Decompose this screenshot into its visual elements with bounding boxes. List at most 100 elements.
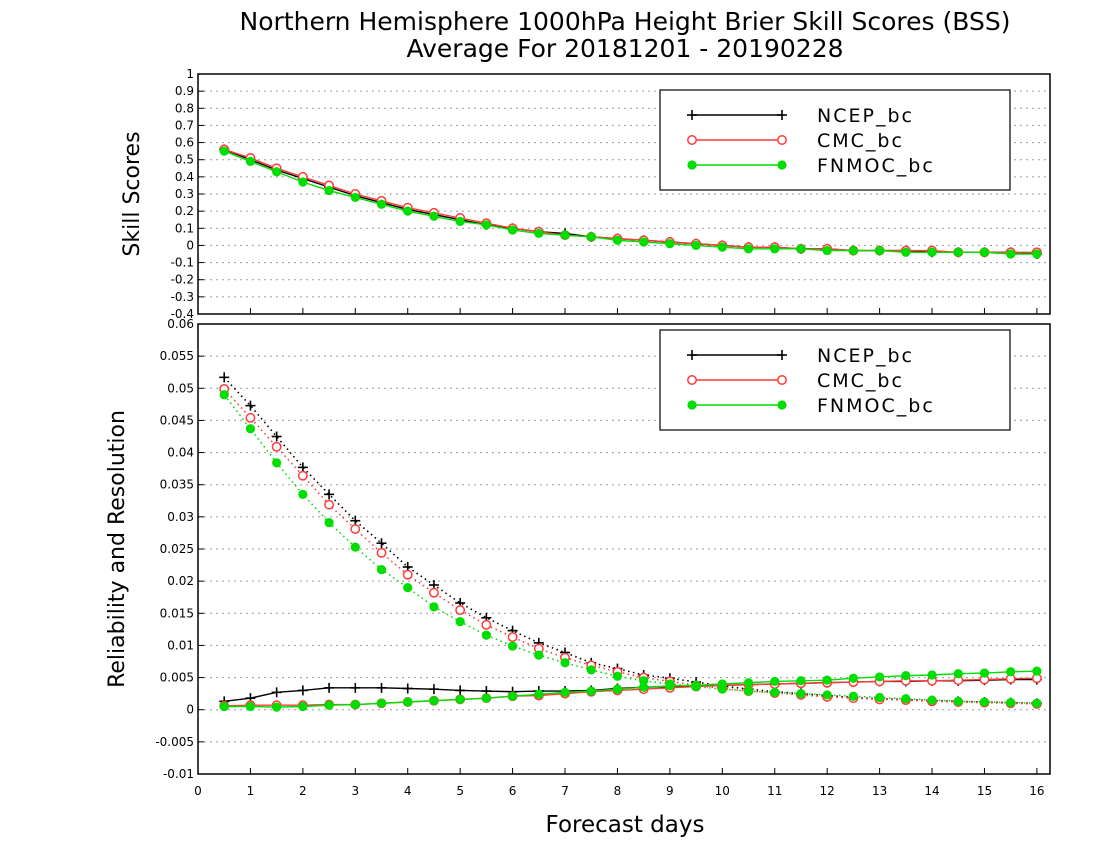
bottom-point-ncep-bc-resolution bbox=[297, 462, 308, 473]
x-tick-label: 5 bbox=[456, 784, 464, 798]
bottom-point-fnmoc-bc-resolution bbox=[979, 697, 990, 707]
top-point-fnmoc-bc-bss bbox=[612, 235, 623, 245]
bottom-point-fnmoc-bc-reliability bbox=[1006, 667, 1016, 677]
top-point-fnmoc-bc-bss bbox=[481, 220, 491, 230]
top-ytick-label: -0.1 bbox=[171, 256, 194, 270]
bottom-point-ncep-bc-resolution bbox=[271, 431, 282, 442]
top-legend-ncep-bc-marker-start bbox=[687, 110, 697, 120]
bottom-point-fnmoc-bc-resolution bbox=[272, 458, 282, 468]
bottom-ytick-label: 0.045 bbox=[160, 413, 194, 427]
top-legend-fnmoc-bc-marker-start bbox=[687, 160, 697, 170]
top-legend-cmc-bc-label: CMC_bc bbox=[817, 130, 904, 152]
bottom-point-fnmoc-bc-resolution bbox=[639, 676, 649, 686]
bottom-point-fnmoc-bc-resolution bbox=[743, 686, 754, 696]
bottom-series-line-cmc-bc-resolution bbox=[223, 388, 1037, 705]
bottom-point-ncep-bc-reliability bbox=[402, 683, 413, 694]
top-point-fnmoc-bc-bss bbox=[665, 239, 675, 249]
top-point-fnmoc-bc-bss bbox=[245, 156, 256, 167]
bottom-point-fnmoc-bc-reliability bbox=[796, 676, 806, 686]
x-tick-label: 7 bbox=[561, 784, 569, 798]
bottom-ytick-label: -0.01 bbox=[163, 767, 194, 781]
bottom-point-fnmoc-bc-reliability bbox=[429, 696, 439, 706]
x-tick-label: 4 bbox=[404, 784, 412, 798]
top-point-fnmoc-bc-bss bbox=[796, 244, 806, 254]
bottom-point-cmc-bc-resolution bbox=[481, 619, 492, 630]
bottom-ytick-label: 0.055 bbox=[160, 349, 194, 363]
bottom-series-line-fnmoc-bc-resolution bbox=[223, 394, 1037, 705]
bottom-point-fnmoc-bc-reliability bbox=[455, 694, 465, 705]
top-point-fnmoc-bc-bss bbox=[691, 240, 701, 251]
top-legend-ncep-bc-label: NCEP_bc bbox=[817, 105, 914, 127]
top-legend-fnmoc-bc-marker-end bbox=[777, 160, 787, 170]
bottom-point-fnmoc-bc-reliability bbox=[639, 682, 649, 692]
bottom-point-cmc-bc-resolution bbox=[428, 587, 439, 598]
bottom-point-ncep-bc-reliability bbox=[324, 682, 335, 693]
bottom-point-fnmoc-bc-resolution bbox=[560, 658, 570, 668]
bottom-point-fnmoc-bc-resolution bbox=[245, 424, 256, 434]
top-point-fnmoc-bc-bss bbox=[717, 242, 727, 252]
bottom-point-ncep-bc-reliability bbox=[455, 685, 466, 696]
top-legend: NCEP_bc CMC_bc FNMOC_bc bbox=[659, 89, 1011, 191]
bottom-point-fnmoc-bc-resolution bbox=[927, 695, 937, 705]
bottom-point-fnmoc-bc-reliability bbox=[743, 678, 754, 688]
bottom-point-fnmoc-bc-resolution bbox=[796, 689, 806, 699]
top-ytick-label: 0.3 bbox=[175, 187, 194, 201]
bottom-ytick-label: 0.025 bbox=[160, 542, 194, 556]
bottom-point-ncep-bc-reliability bbox=[376, 682, 387, 693]
bottom-legend-cmc-bc-marker-end bbox=[777, 375, 787, 385]
bottom-point-fnmoc-bc-resolution bbox=[534, 650, 544, 660]
bottom-point-cmc-bc-resolution bbox=[507, 632, 518, 643]
bottom-ytick-label: 0.05 bbox=[167, 381, 194, 395]
bottom-point-ncep-bc-reliability bbox=[350, 682, 361, 693]
bottom-point-ncep-bc-resolution bbox=[376, 538, 387, 549]
bottom-point-fnmoc-bc-reliability bbox=[376, 698, 387, 708]
bottom-point-fnmoc-bc-resolution bbox=[612, 671, 623, 681]
bottom-point-fnmoc-bc-reliability bbox=[953, 669, 963, 679]
skill-scores-panel: -0.4 -0.3 -0.2 -0.1 0 0.1 0.2 0.3 0.4 0.5 0.6 0.7 0.… bbox=[120, 67, 1051, 321]
top-ytick-label: -0.2 bbox=[171, 273, 194, 287]
bottom-point-fnmoc-bc-reliability bbox=[875, 672, 885, 682]
bottom-ytick-label: 0.03 bbox=[167, 510, 194, 524]
bottom-point-fnmoc-bc-reliability bbox=[770, 676, 780, 687]
x-axis-label: Forecast days bbox=[546, 812, 705, 838]
top-legend-cmc-bc-marker-end bbox=[777, 135, 787, 145]
bottom-legend-cmc-bc-marker-start bbox=[687, 375, 697, 385]
top-ytick-label: 0.1 bbox=[175, 221, 194, 235]
bottom-point-fnmoc-bc-reliability bbox=[979, 668, 990, 678]
top-ytick-label: 0.6 bbox=[175, 136, 194, 150]
bottom-point-fnmoc-bc-resolution bbox=[586, 665, 596, 675]
bottom-point-fnmoc-bc-resolution bbox=[875, 692, 885, 703]
bottom-point-ncep-bc-resolution bbox=[350, 515, 361, 526]
bottom-point-fnmoc-bc-reliability bbox=[272, 702, 282, 712]
top-ytick-label: 0.8 bbox=[175, 101, 194, 115]
top-point-fnmoc-bc-bss bbox=[403, 206, 413, 216]
bottom-point-cmc-bc-resolution bbox=[297, 470, 308, 481]
x-tick-label: 9 bbox=[666, 784, 674, 798]
top-point-fnmoc-bc-bss bbox=[901, 247, 911, 257]
bottom-point-ncep-bc-resolution bbox=[245, 400, 256, 411]
bottom-legend-cmc-bc-label: CMC_bc bbox=[817, 370, 904, 392]
bottom-point-fnmoc-bc-reliability bbox=[534, 689, 544, 699]
bottom-point-fnmoc-bc-resolution bbox=[1032, 698, 1042, 708]
bottom-point-ncep-bc-reliability bbox=[297, 685, 308, 696]
bottom-point-ncep-bc-resolution bbox=[219, 372, 230, 383]
bottom-point-fnmoc-bc-reliability bbox=[324, 700, 334, 710]
bottom-y-axis-label: Reliability and Resolution bbox=[105, 410, 130, 688]
bottom-point-fnmoc-bc-resolution bbox=[507, 641, 518, 651]
bottom-legend-fnmoc-bc-marker-end bbox=[777, 400, 787, 410]
top-ytick-label: 0.9 bbox=[175, 84, 194, 98]
bottom-legend: NCEP_bc CMC_bc FNMOC_bc bbox=[659, 329, 1011, 431]
top-point-fnmoc-bc-bss bbox=[927, 247, 937, 257]
x-tick-label: 16 bbox=[1029, 784, 1044, 798]
top-point-fnmoc-bc-bss bbox=[822, 245, 832, 256]
bottom-ytick-label: 0.035 bbox=[160, 478, 194, 492]
bottom-ytick-label: 0 bbox=[186, 703, 194, 717]
top-point-fnmoc-bc-bss bbox=[534, 228, 544, 239]
top-point-fnmoc-bc-bss bbox=[770, 244, 780, 254]
top-point-fnmoc-bc-bss bbox=[1006, 249, 1016, 259]
top-ytick-label: 0.4 bbox=[175, 170, 194, 184]
x-tick-label: 1 bbox=[247, 784, 255, 798]
bottom-point-fnmoc-bc-reliability bbox=[350, 699, 360, 710]
bottom-point-fnmoc-bc-reliability bbox=[245, 701, 256, 712]
